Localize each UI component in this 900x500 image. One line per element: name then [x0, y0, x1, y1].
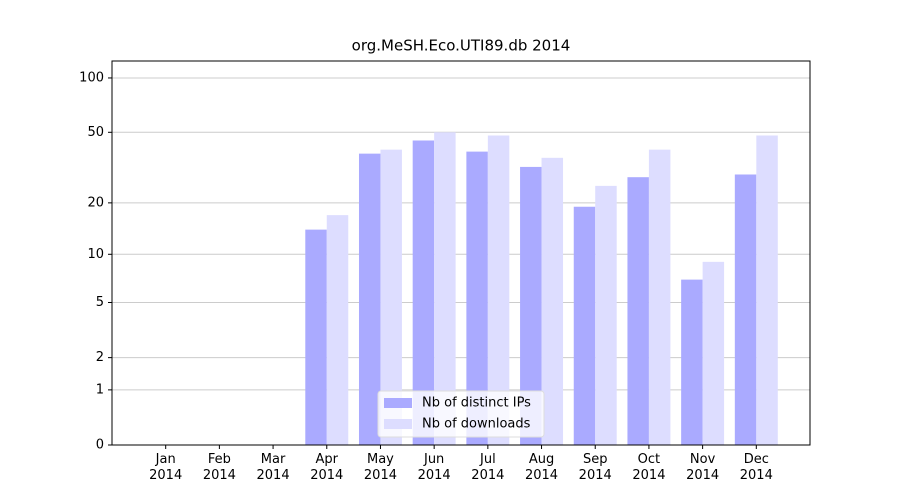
legend-label: Nb of downloads: [422, 417, 531, 432]
x-tick-label: Apr 2014: [310, 452, 344, 483]
bar: [305, 229, 327, 445]
x-tick-label: Aug 2014: [524, 452, 559, 483]
bar: [734, 174, 757, 445]
y-tick-label: 5: [96, 295, 104, 310]
bar: [756, 135, 778, 445]
y-tick-label: 20: [87, 195, 104, 210]
bar: [648, 149, 671, 445]
bar: [702, 261, 725, 445]
bar: [380, 149, 402, 445]
bar: [358, 153, 381, 446]
y-tick-label: 2: [96, 350, 104, 365]
x-tick-label: Feb 2014: [202, 452, 236, 483]
y-tick-label: 50: [87, 125, 104, 140]
bar: [627, 177, 649, 445]
x-tick-label: Nov 2014: [686, 452, 720, 483]
x-tick-label: Mar 2014: [256, 452, 290, 483]
legend-swatch: [384, 419, 412, 429]
y-tick-label: 1: [96, 382, 104, 397]
bar: [487, 135, 510, 445]
bar: [434, 132, 456, 446]
bar: [466, 151, 488, 445]
x-tick-label: Dec 2014: [739, 452, 773, 483]
x-tick-label: Jan 2014: [149, 452, 183, 483]
legend-label: Nb of distinct IPs: [422, 396, 531, 411]
bar: [595, 185, 617, 445]
grid: [112, 77, 810, 446]
x-tick-label: Oct 2014: [632, 452, 666, 483]
bar: [573, 206, 596, 445]
plot-frame: [111, 60, 811, 446]
legend-swatch: [384, 398, 412, 408]
x-tick-label: Jun 2014: [417, 452, 451, 483]
legend-box: [377, 390, 545, 438]
bar: [326, 215, 349, 445]
y-tick-label: 0: [96, 438, 104, 453]
x-tick-label: Sep 2014: [578, 452, 612, 483]
chart-title: org.MeSH.Eco.UTI89.db 2014: [352, 37, 571, 55]
x-tick-label: Jul 2014: [471, 452, 505, 483]
bar: [412, 140, 435, 445]
y-tick-label: 100: [79, 70, 104, 85]
legend: Nb of distinct IPs Nb of downloads: [377, 390, 545, 438]
bar: [541, 157, 564, 445]
x-tick-label: May 2014: [363, 452, 397, 483]
y-tick-label: 10: [87, 247, 104, 262]
bar: [681, 279, 703, 445]
bar: [520, 166, 542, 445]
